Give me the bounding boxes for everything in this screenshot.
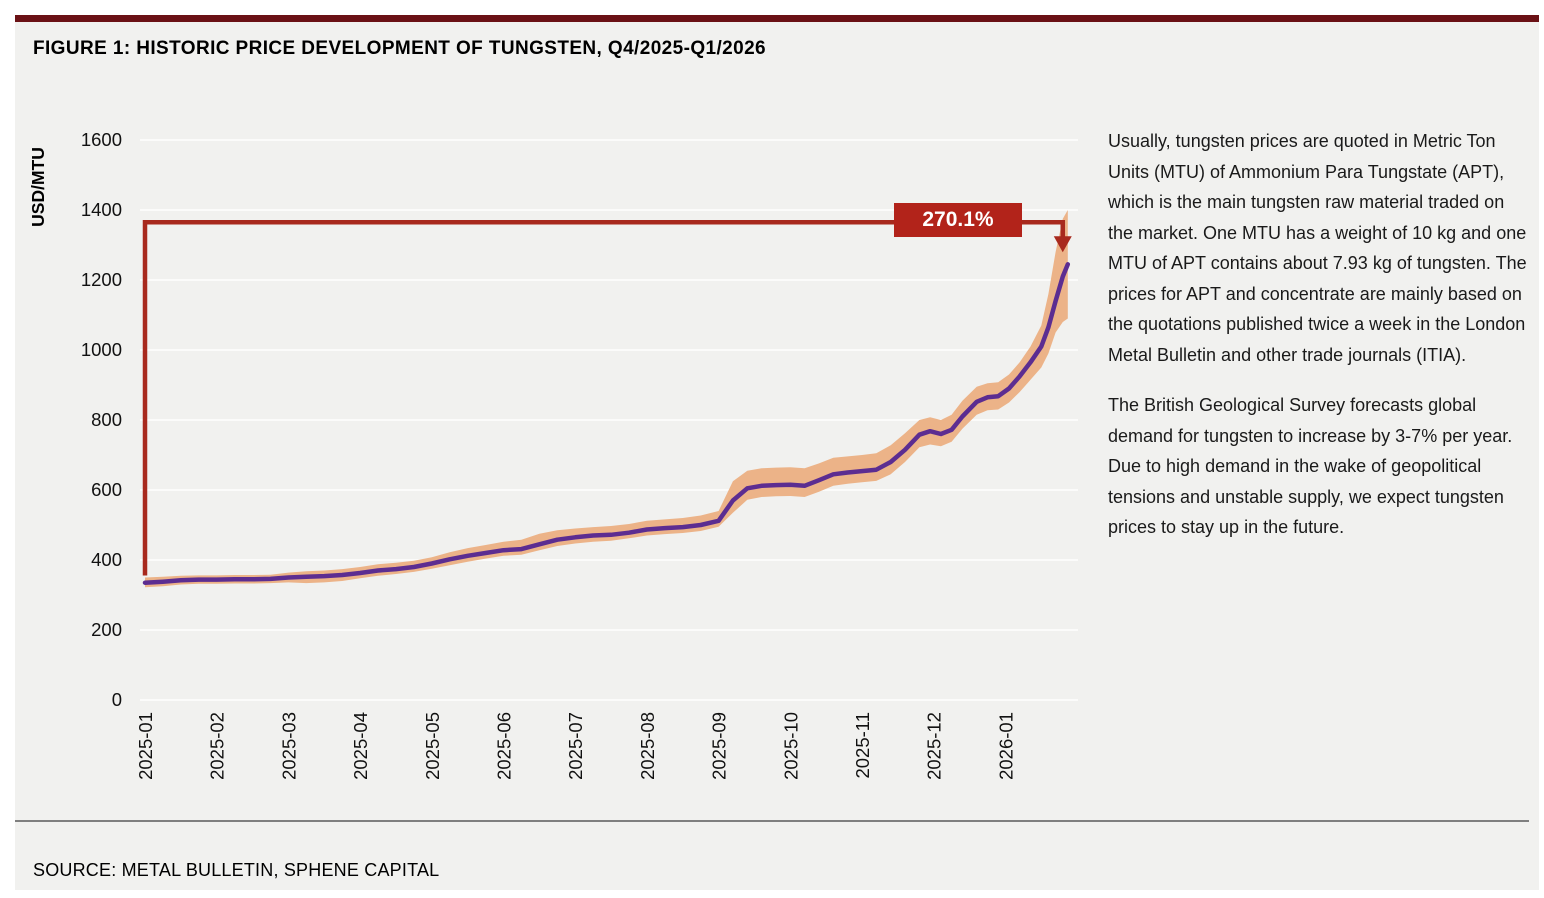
y-tick-label: 1000 bbox=[81, 339, 122, 360]
y-axis-title: USD/MTU bbox=[28, 147, 48, 227]
x-tick-label: 2026-01 bbox=[995, 712, 1016, 780]
x-tick-label: 2025-05 bbox=[422, 712, 443, 780]
source-note: SOURCE: METAL BULLETIN, SPHENE CAPITAL bbox=[33, 860, 440, 880]
price-range-band bbox=[145, 210, 1068, 588]
x-tick-label: 2025-06 bbox=[494, 712, 515, 780]
y-tick-label: 1600 bbox=[81, 129, 122, 150]
figure-panel bbox=[15, 22, 1539, 890]
commentary-paragraph-2: The British Geological Survey forecasts … bbox=[1108, 395, 1513, 537]
annotation-arrowhead bbox=[1053, 236, 1072, 253]
x-tick-label: 2025-12 bbox=[924, 712, 945, 780]
y-tick-label: 200 bbox=[91, 619, 122, 640]
y-tick-label: 600 bbox=[91, 479, 122, 500]
percent-change-label: 270.1% bbox=[922, 208, 994, 231]
y-tick-label: 0 bbox=[112, 689, 122, 710]
commentary-column: Usually, tungsten prices are quoted in M… bbox=[1108, 126, 1532, 563]
x-tick-label: 2025-02 bbox=[207, 712, 228, 780]
annotation-bracket bbox=[142, 220, 1066, 576]
x-tick-label: 2025-09 bbox=[709, 712, 730, 780]
x-tick-label: 2025-10 bbox=[780, 712, 801, 780]
x-tick-label: 2025-03 bbox=[278, 712, 299, 780]
price-line bbox=[142, 262, 1071, 585]
top-accent-bar bbox=[15, 15, 1539, 22]
commentary-paragraph-1: Usually, tungsten prices are quoted in M… bbox=[1108, 131, 1527, 365]
x-tick-label: 2025-04 bbox=[350, 712, 371, 780]
x-tick-label: 2025-11 bbox=[852, 712, 873, 779]
x-tick-label: 2025-01 bbox=[135, 712, 156, 780]
percent-change-badge: 270.1% bbox=[894, 203, 1022, 237]
y-tick-label: 800 bbox=[91, 409, 122, 430]
x-tick-label: 2025-07 bbox=[565, 712, 586, 780]
footer-divider bbox=[15, 820, 1529, 822]
y-tick-label: 400 bbox=[91, 549, 122, 570]
figure-title: FIGURE 1: HISTORIC PRICE DEVELOPMENT OF … bbox=[33, 38, 767, 59]
x-tick-label: 2025-08 bbox=[637, 712, 658, 780]
y-tick-label: 1400 bbox=[81, 199, 122, 220]
y-tick-label: 1200 bbox=[81, 269, 122, 290]
